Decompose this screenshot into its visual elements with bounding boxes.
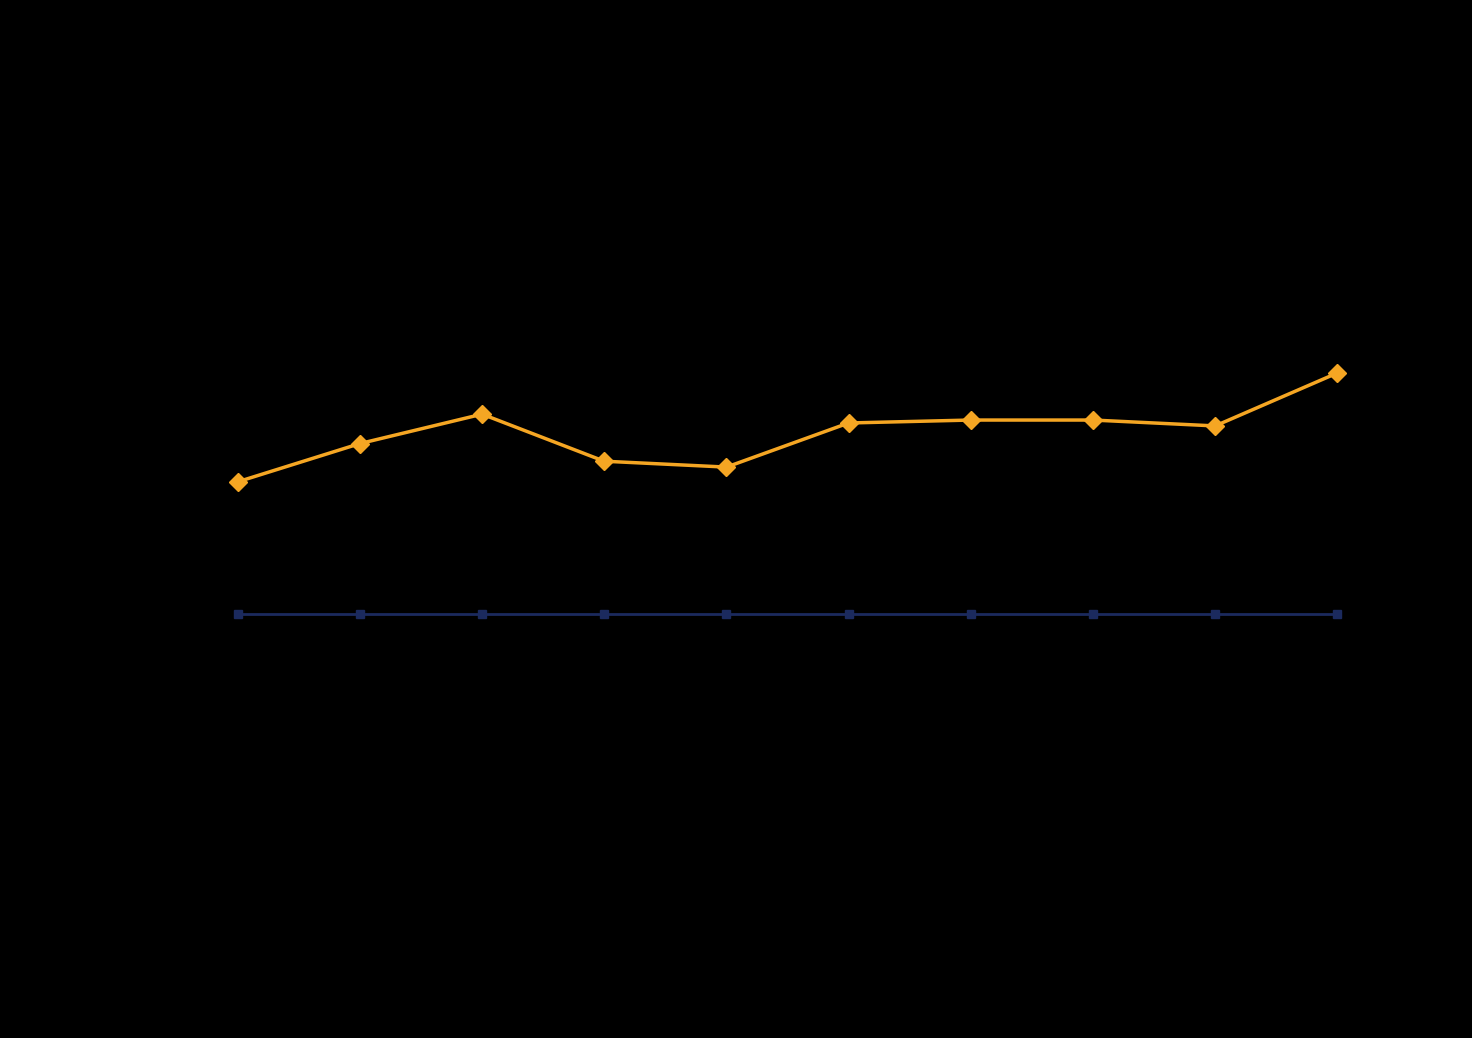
- Looked after: [1083, 608, 1101, 621]
- Not looked after: [961, 414, 979, 427]
- Looked after: [717, 608, 735, 621]
- Not looked after: [1083, 414, 1101, 427]
- Looked after: [350, 608, 368, 621]
- Line: Looked after: Looked after: [234, 610, 1341, 619]
- Line: Not looked after: Not looked after: [231, 366, 1344, 488]
- Not looked after: [595, 455, 612, 467]
- Not looked after: [1206, 419, 1223, 432]
- Looked after: [473, 608, 490, 621]
- Not looked after: [1328, 366, 1345, 379]
- Not looked after: [228, 475, 246, 488]
- Not looked after: [350, 437, 368, 449]
- Looked after: [1328, 608, 1345, 621]
- Looked after: [839, 608, 857, 621]
- Looked after: [595, 608, 612, 621]
- Not looked after: [717, 461, 735, 473]
- Looked after: [961, 608, 979, 621]
- Not looked after: [473, 408, 490, 420]
- Looked after: [228, 608, 246, 621]
- Looked after: [1206, 608, 1223, 621]
- Not looked after: [839, 416, 857, 430]
